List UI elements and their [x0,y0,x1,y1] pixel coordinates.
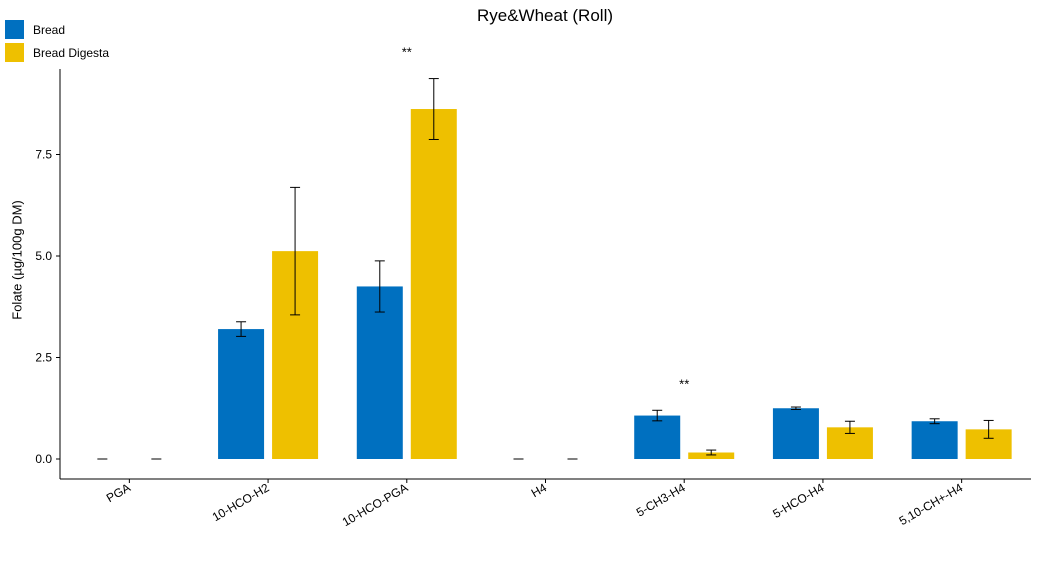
x-tick-label: PGA [104,480,133,505]
bar-bread [218,329,265,459]
x-tick-label: 10-HCO-H2 [210,480,272,524]
chart-title: Rye&Wheat (Roll) [476,6,614,25]
axes-layer [59,69,1031,480]
bar-bread [634,415,681,459]
error-bar-bread [236,321,247,337]
y-tick-label: 2.5 [35,351,52,365]
y-tick-label: 5.0 [35,249,52,263]
significance-label: ** [679,376,689,391]
bar-bread [911,421,958,459]
y-tick-label: 7.5 [35,148,52,162]
error-bar-bread [652,409,663,422]
legend: Bread Bread Digesta [5,18,109,64]
significance-label: ** [402,45,412,60]
error-bar-bread [790,406,801,410]
bar-bread-digesta [688,452,735,459]
legend-swatch-bread [5,20,24,39]
annotations-layer: ** ** [402,45,690,392]
x-tick-label: 5-CH3-H4 [634,480,688,519]
bar-bread [772,408,819,459]
legend-label-bread: Bread [33,22,66,37]
legend-item-bread-digesta: Bread Digesta [5,41,109,64]
error-bars-layer [236,78,994,456]
legend-label-bread-digesta: Bread Digesta [33,45,110,60]
x-tick-label: 5,10-CH+-H4 [897,480,966,528]
error-bar-bread-digesta [844,420,855,434]
legend-swatch-bread-digesta [5,43,24,62]
bars-layer [97,109,1012,460]
x-tick-label: 5-HCO-H4 [770,480,826,521]
error-bar-bread-digesta [706,449,717,456]
bar-bread [356,286,403,459]
x-tick-label: 10-HCO-PGA [340,480,411,529]
error-bar-bread [374,260,385,313]
error-bar-bread-digesta [290,186,301,316]
y-axis-label: Folate (µg/100g DM) [9,200,25,320]
x-tick-label: H4 [529,480,550,500]
error-bar-bread [929,418,940,425]
bar-bread-digesta [410,109,457,459]
error-bar-bread-digesta [428,78,439,140]
error-bar-bread-digesta [983,419,994,439]
legend-item-bread: Bread [5,18,109,41]
ticks-layer: PGA 10-HCO-H2 10-HCO-PGA H4 5-CH3-H4 5-HCO-H4… [35,148,965,530]
y-tick-label: 0.0 [35,452,52,466]
